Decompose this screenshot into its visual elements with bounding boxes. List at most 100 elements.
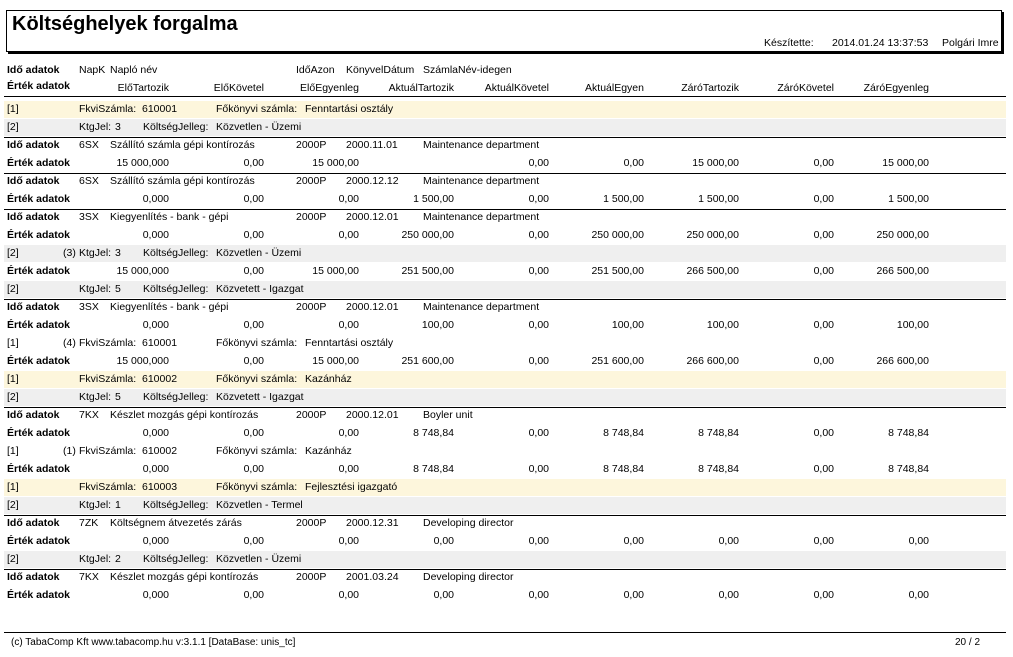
- naplo-kod: 7KX: [79, 571, 99, 583]
- group-value-2: Közvetlen - Üzemi: [216, 121, 302, 133]
- naplo-kod: 7KX: [79, 409, 99, 421]
- group-level: [1]: [7, 103, 19, 115]
- konyvel-datum: 2000.12.01: [346, 211, 399, 223]
- group-band: [4, 371, 1006, 388]
- group-value-1: 5: [115, 283, 121, 295]
- ertek-adatok-label: Érték adatok: [7, 193, 71, 205]
- value-cell: 8 748,84: [888, 427, 929, 439]
- value-cell: 0,00: [813, 319, 834, 331]
- ertek-adatok-label: Érték adatok: [7, 535, 71, 547]
- value-cell: 0,00: [528, 229, 549, 241]
- value-cell: 0,00: [243, 193, 264, 205]
- group-level: [2]: [7, 553, 19, 565]
- value-cell: 0,00: [528, 589, 549, 601]
- ido-azon: 2000P: [296, 139, 327, 151]
- record-divider: [4, 209, 1006, 210]
- value-cell: 0,00: [243, 535, 264, 547]
- value-cell: 250 000,00: [591, 229, 644, 241]
- value-cell: 0,00: [338, 427, 359, 439]
- value-cell: 0,00: [528, 463, 549, 475]
- group-key-1: KtgJel:: [79, 499, 112, 511]
- naplo-kod: 3SX: [79, 301, 99, 313]
- group-value-1: 610001: [142, 103, 178, 115]
- group-value-1: 610002: [142, 445, 178, 457]
- value-cell: 251 600,00: [591, 355, 644, 367]
- value-cell: 0,000: [142, 427, 169, 439]
- value-cell: 0,00: [718, 535, 739, 547]
- group-value-1: 610001: [142, 337, 178, 349]
- value-cell: 0,000: [142, 193, 169, 205]
- group-value-2: Közvetlen - Üzemi: [216, 553, 302, 565]
- value-cell: 0,00: [528, 193, 549, 205]
- group-key-1: KtgJel:: [79, 247, 112, 259]
- value-cell: 8 748,84: [413, 427, 454, 439]
- szamlanev-idegen: Maintenance department: [423, 175, 540, 187]
- value-cell: 100,00: [421, 319, 454, 331]
- ertek-adatok-label: Érték adatok: [7, 589, 71, 601]
- konyvel-datum: 2000.12.01: [346, 409, 399, 421]
- value-cell: 8 748,84: [603, 427, 644, 439]
- szamlanev-idegen: Boyler unit: [423, 409, 473, 421]
- group-value-2: Közvetlen - Termel: [216, 499, 303, 511]
- value-cell: 0,00: [433, 535, 454, 547]
- group-band: [4, 101, 1006, 118]
- naplo-nev: Kiegyenlítés - bank - gépi: [110, 301, 229, 313]
- value-cell: 15 000,00: [312, 265, 359, 277]
- value-cell: 0,00: [528, 319, 549, 331]
- footer-divider: [4, 632, 1006, 633]
- group-level: [1]: [7, 373, 19, 385]
- footer-page-number: 20 / 2: [955, 637, 981, 648]
- value-cell: 0,00: [813, 265, 834, 277]
- ertek-adatok-label: Érték adatok: [7, 229, 71, 241]
- record-divider: [4, 299, 1006, 300]
- group-level: [2]: [7, 391, 19, 403]
- value-cell: 266 500,00: [686, 265, 739, 277]
- value-cell: 250 000,00: [401, 229, 454, 241]
- group-key-1: KtgJel:: [79, 391, 112, 403]
- szamlanev-idegen: Developing director: [423, 517, 514, 529]
- group-count: (1): [63, 445, 76, 457]
- ido-adatok-label: Idő adatok: [7, 211, 60, 223]
- group-count: (3): [63, 247, 76, 259]
- report-title-box: Költséghelyek forgalma Készítette: 2014.…: [6, 10, 1002, 52]
- hdr-eloegyenleg: ElőEgyenleg: [300, 82, 359, 94]
- value-cell: 0,000: [142, 535, 169, 547]
- group-key-2: KöltségJelleg:: [143, 121, 209, 133]
- ido-azon: 2000P: [296, 571, 327, 583]
- naplo-kod: 7ZK: [79, 517, 99, 529]
- hdr-konyveldatum: KönyvelDátum: [346, 64, 415, 76]
- group-value-1: 610002: [142, 373, 178, 385]
- group-key-1: KtgJel:: [79, 121, 112, 133]
- hdr-ido-adatok: Idő adatok: [7, 64, 60, 76]
- value-cell: 0,000: [142, 229, 169, 241]
- report-title: Költséghelyek forgalma: [12, 13, 238, 35]
- value-cell: 0,00: [813, 193, 834, 205]
- ertek-adatok-label: Érték adatok: [7, 319, 71, 331]
- group-level: [2]: [7, 247, 19, 259]
- group-band: [4, 119, 1006, 136]
- group-value-2: Közvetlen - Üzemi: [216, 247, 302, 259]
- group-key-1: FkviSzámla:: [79, 373, 137, 385]
- group-band: [4, 551, 1006, 568]
- konyvel-datum: 2000.12.12: [346, 175, 399, 187]
- naplo-nev: Készlet mozgás gépi kontírozás: [110, 409, 259, 421]
- value-cell: 1 500,00: [413, 193, 454, 205]
- konyvel-datum: 2000.12.31: [346, 517, 399, 529]
- value-cell: 0,00: [908, 535, 929, 547]
- footer-copyright: (c) TabaComp Kft www.tabacomp.hu v:3.1.1…: [11, 637, 296, 648]
- value-cell: 1 500,00: [888, 193, 929, 205]
- naplo-nev: Készlet mozgás gépi kontírozás: [110, 571, 259, 583]
- hdr-szamlanev-idegen: SzámlaNév-idegen: [423, 64, 512, 76]
- value-cell: 8 748,84: [698, 463, 739, 475]
- value-cell: 0,00: [813, 589, 834, 601]
- value-cell: 0,00: [338, 319, 359, 331]
- value-cell: 0,00: [243, 229, 264, 241]
- group-value-1: 5: [115, 391, 121, 403]
- konyvel-datum: 2000.12.01: [346, 301, 399, 313]
- ido-azon: 2000P: [296, 211, 327, 223]
- value-cell: 266 500,00: [876, 265, 929, 277]
- group-key-2: Főkönyvi számla:: [216, 373, 298, 385]
- naplo-nev: Szállító számla gépi kontírozás: [110, 175, 255, 187]
- value-cell: 0,00: [243, 319, 264, 331]
- group-level: [2]: [7, 283, 19, 295]
